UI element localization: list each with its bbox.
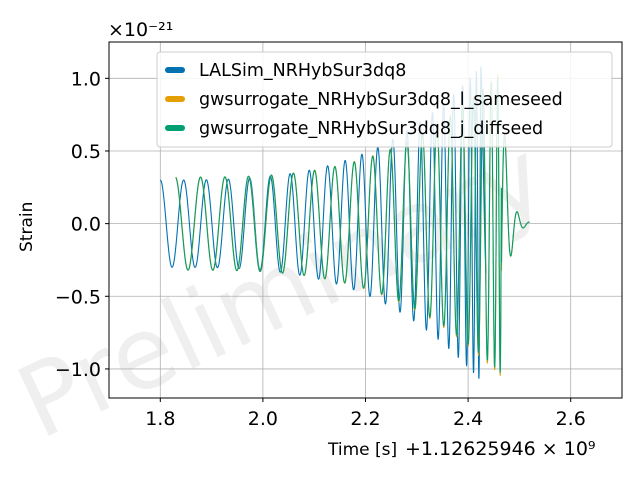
y-tick-label: 1.0 [71,68,101,90]
series-line-3 [175,76,530,373]
y-tick-label: 0.0 [71,214,101,236]
y-tick-label: −1.0 [55,359,101,381]
x-tick-label: 2.2 [350,408,380,430]
tick-layer: 1.8 2.0 2.2 2.4 2.6 1.0 0.5 0.0 −0.5 −1.0 [55,68,586,430]
legend-box [156,51,613,148]
y-tick-label: 0.5 [71,141,101,163]
x-tick-label: 2.4 [453,408,483,430]
legend-label: gwsurrogate_NRHybSur3dq8_j_diffseed [199,119,543,139]
legend-label: LALSim_NRHybSur3dq8 [199,61,406,81]
legend-label: gwsurrogate_NRHybSur3dq8_l_sameseed [199,90,563,110]
x-tick-label: 2.0 [248,408,278,430]
legend: LALSim_NRHybSur3dq8 gwsurrogate_NRHybSur3… [156,51,613,148]
y-scale-label: ×10⁻²¹ [108,19,173,41]
y-axis-label: Strain [17,202,37,252]
x-axis-label: Time [s] [327,440,397,460]
x-tick-label: 2.6 [556,408,586,430]
y-tick-label: −0.5 [55,286,101,308]
x-tick-label: 1.8 [145,408,175,430]
x-offset-label: +1.12625946 × 10⁹ [405,438,596,460]
